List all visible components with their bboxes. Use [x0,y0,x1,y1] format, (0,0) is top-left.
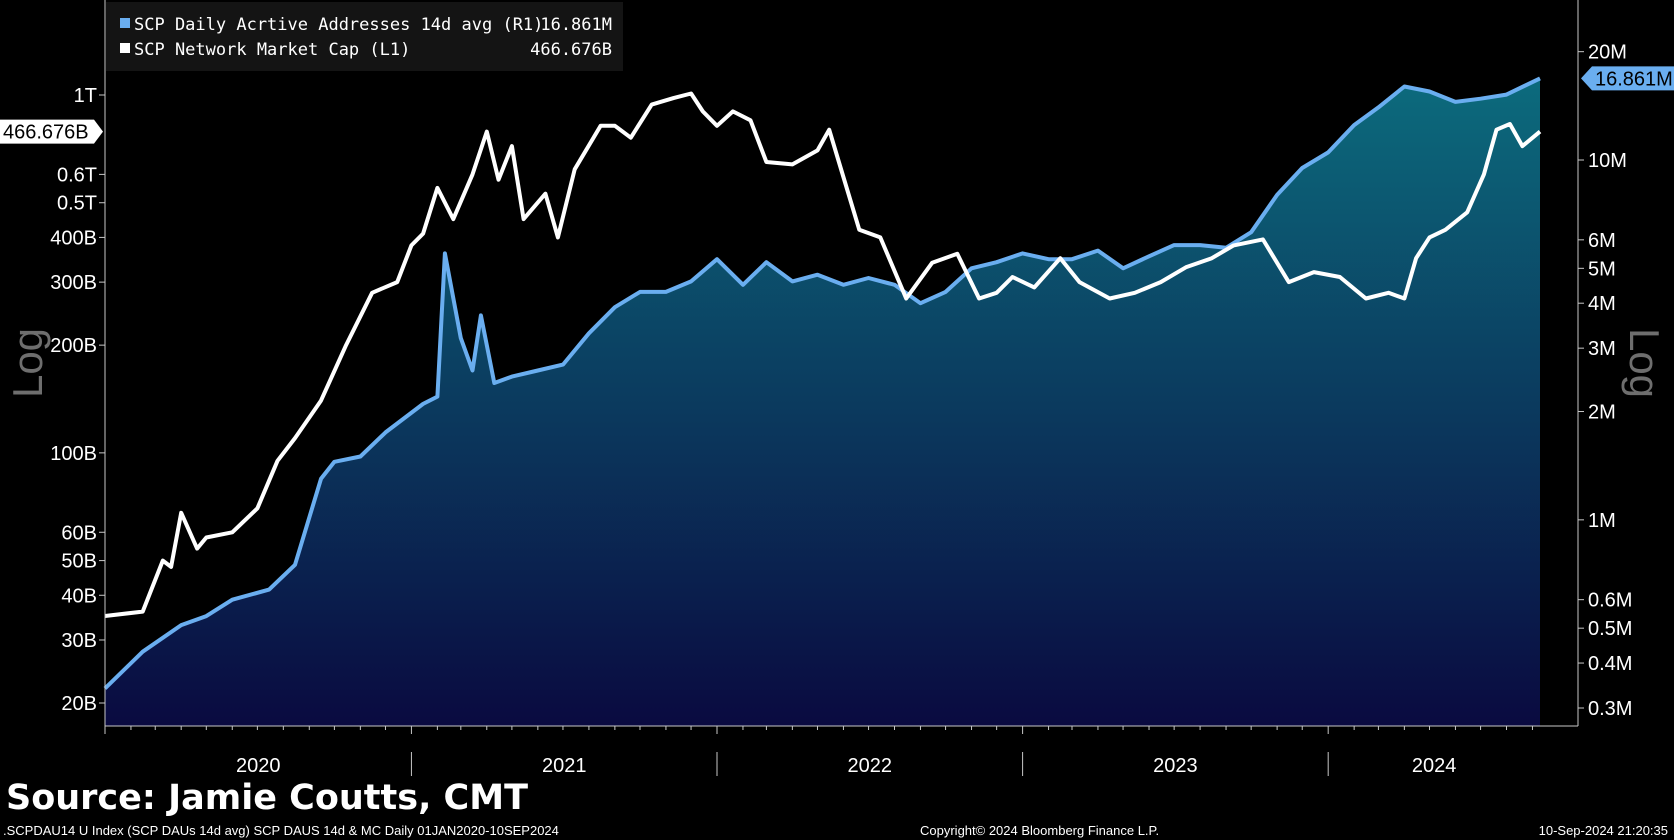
left-tick-label: 0.5T [57,193,97,215]
market-cap-last-value-tag [0,119,103,144]
source-caption: Source: Jamie Coutts, CMT [6,778,528,818]
right-tick-label: 2M [1588,402,1616,424]
year-label: 2020 [236,755,281,777]
left-tick-label: 300B [50,272,97,294]
active-addresses-area [105,78,1540,726]
active-addresses-last-value: 16.861M [1595,68,1673,90]
market-cap-line [104,91,1542,618]
footer-timestamp: 10-Sep-2024 21:20:35 [1538,823,1668,838]
legend-swatch-active-addresses [120,18,130,28]
active-addresses-last-value-tag [1581,66,1674,91]
right-tick-label: 5M [1588,258,1616,280]
year-label: 2022 [848,755,893,777]
active-addresses-line [103,76,1541,690]
right-tick-label: 0.3M [1588,698,1632,720]
footer-index-info: .SCPDAU14 U Index (SCP DAUs 14d avg) SCP… [3,823,559,838]
year-label: 2023 [1153,755,1198,777]
legend-swatch-market-cap [120,43,130,53]
legend-value-active-addresses: 16.861M [540,15,612,35]
year-label: 2021 [542,755,587,777]
left-tick-label: 0.6T [57,164,97,186]
left-tick-label: 1T [74,85,97,107]
right-tick-label: 6M [1588,230,1616,252]
left-tick-label: 50B [61,551,97,573]
left-tick-label: 100B [50,443,97,465]
right-tick-label: 10M [1588,150,1627,172]
right-tick-label: 0.5M [1588,618,1632,640]
right-tick-label: 20M [1588,42,1627,64]
left-tick-label: 30B [61,630,97,652]
legend-label-market-cap: SCP Network Market Cap (L1) [134,40,410,60]
right-tick-label: 0.6M [1588,590,1632,612]
year-label: 2024 [1412,755,1457,777]
legend-value-market-cap: 466.676B [530,40,612,60]
right-tick-label: 1M [1588,510,1616,532]
left-axis-scale-label: Log [4,328,51,398]
left-tick-label: 200B [50,335,97,357]
footer-copyright: Copyright© 2024 Bloomberg Finance L.P. [920,823,1160,838]
left-tick-label: 20B [61,693,97,715]
right-axis-scale-label: Log [1621,328,1668,398]
legend-label-active-addresses: SCP Daily Acrtive Addresses 14d avg (R1) [134,15,543,35]
right-tick-label: 0.4M [1588,653,1632,675]
left-tick-label: 400B [50,227,97,249]
legend-box [106,2,623,71]
left-tick-label: 60B [61,522,97,544]
right-tick-label: 3M [1588,338,1616,360]
left-tick-label: 40B [61,585,97,607]
right-tick-label: 4M [1588,293,1616,315]
market-cap-last-value: 466.676B [3,122,89,144]
